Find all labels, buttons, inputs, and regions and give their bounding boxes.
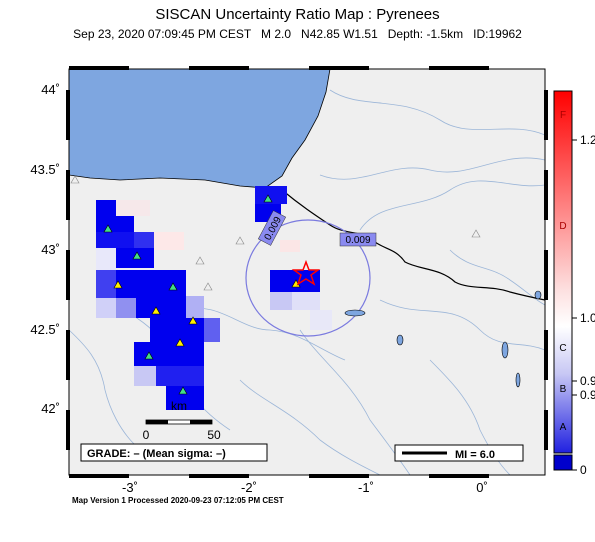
colorbar-value: 1.2 (580, 133, 595, 147)
lakes (344, 290, 542, 388)
y-tick-label: 42˚ (41, 401, 60, 416)
grade-text: GRADE: – (Mean sigma: –) (87, 448, 226, 460)
colorbar-value: 1.0 (580, 311, 595, 325)
svg-text:0.009: 0.009 (345, 235, 370, 246)
scale-unit: km (171, 399, 187, 413)
colorbar-value: 0.9 (580, 388, 595, 402)
map-footer: Map Version 1 Processed 2020-09-23 07:12… (72, 496, 284, 505)
station-triangle (132, 251, 142, 260)
y-tick-label: 43˚ (41, 242, 60, 257)
colorbar-letter: B (560, 384, 567, 395)
country-border (281, 189, 545, 301)
colorbar-letter: A (560, 422, 567, 433)
colorbar-letter: F (560, 110, 566, 121)
y-tick-label: 42.5˚ (30, 322, 60, 337)
grade-box: GRADE: – (Mean sigma: –) (80, 443, 268, 462)
station-triangle (203, 282, 213, 291)
colorbar: F D C B A 1.2 1.0 0.9 0.9 0 (553, 90, 595, 477)
scale-min: 0 (143, 428, 150, 442)
station-triangle (144, 351, 154, 360)
colorbar-letter: D (559, 221, 566, 232)
axis-labels: -3˚ -2˚ -1˚ 0˚ 44˚ 43.5˚ 43˚ 42.5˚ 42˚ (30, 82, 487, 495)
map-title: SISCAN Uncertainty Ratio Map : Pyrenees (155, 6, 440, 23)
x-tick-label: -2˚ (241, 480, 257, 495)
colorbar-value: 0 (580, 463, 587, 477)
x-tick-label: 0˚ (476, 480, 488, 495)
x-tick-label: -3˚ (122, 480, 138, 495)
frame-ticks (66, 66, 548, 478)
mi-legend: MI = 6.0 (394, 444, 524, 462)
colorbar-value: 0.9 (580, 374, 595, 388)
station-triangle (235, 236, 245, 245)
station-triangle (103, 224, 113, 233)
station-triangle (263, 194, 273, 203)
station-triangle (70, 175, 80, 184)
station-triangle (471, 229, 481, 238)
colorbar-letter: C (559, 343, 566, 354)
station-triangle (113, 280, 123, 289)
station-triangle (188, 316, 198, 325)
uncertainty-grid (96, 186, 332, 410)
station-triangle (151, 306, 161, 315)
y-tick-label: 44˚ (41, 82, 60, 97)
stations (70, 175, 481, 395)
y-tick-label: 43.5˚ (30, 162, 60, 177)
epicenter-star (291, 259, 321, 286)
station-triangle (168, 282, 178, 291)
station-triangle (195, 256, 205, 265)
scale-bar: km 0 50 (143, 399, 221, 442)
station-triangle (175, 338, 185, 347)
contour-label-2: 0.009 (339, 232, 377, 247)
station-triangle (178, 386, 188, 395)
x-tick-label: -1˚ (358, 480, 374, 495)
uncertainty-ellipse (245, 219, 371, 337)
event-info: Sep 23, 2020 07:09:45 PM CEST M 2.0 N42.… (73, 27, 522, 41)
scale-max: 50 (207, 428, 221, 442)
mi-text: MI = 6.0 (455, 449, 495, 461)
